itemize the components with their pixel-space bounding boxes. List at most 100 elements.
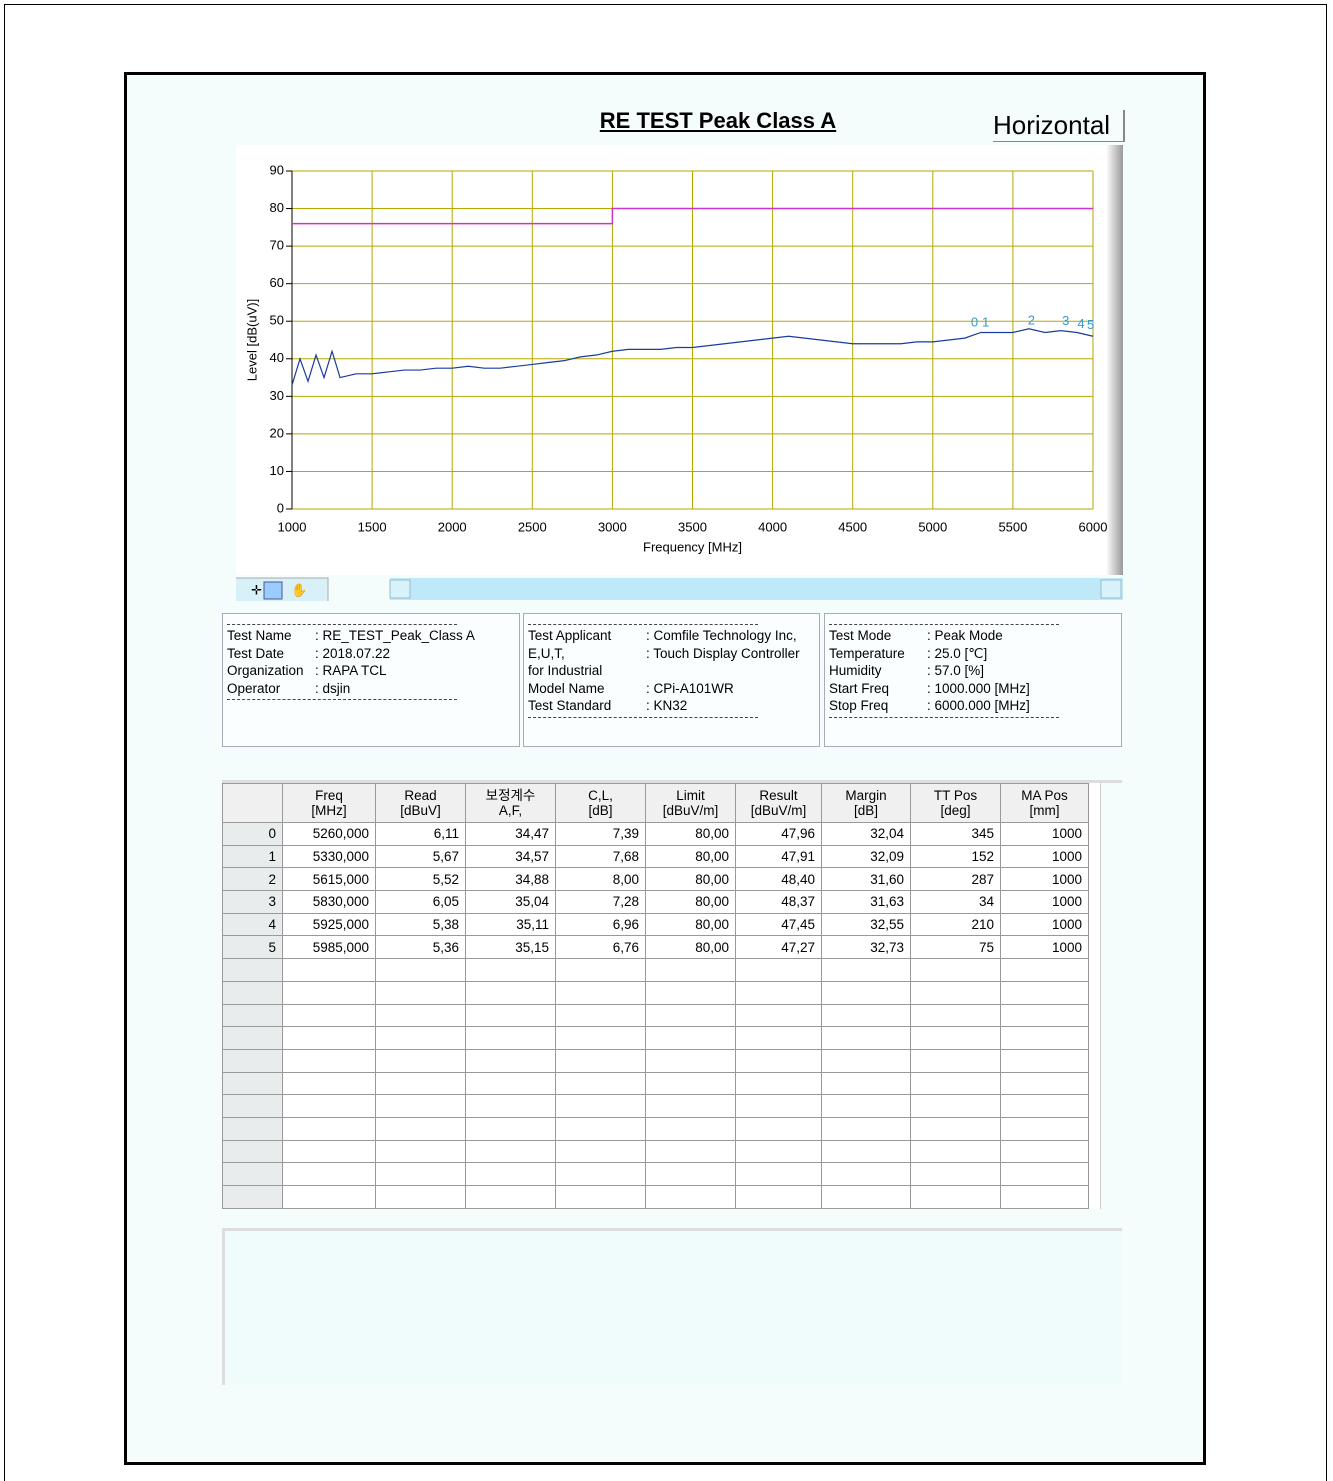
scroll-right[interactable]: [1100, 579, 1122, 599]
info-row: Humidity : 57.0 [%]: [829, 662, 1117, 680]
empty-cell: [282, 1162, 376, 1186]
empty-cell: [282, 1048, 376, 1073]
header-line: [dB]: [588, 803, 613, 818]
empty-cell: [465, 1162, 556, 1186]
cursor-tool[interactable]: ✛: [251, 582, 262, 597]
empty-cell: [282, 1026, 376, 1050]
cell: 152: [910, 844, 1001, 869]
empty-cell: [735, 980, 822, 1005]
empty-row: [222, 980, 1089, 1005]
empty-cell: [910, 1185, 1001, 1209]
empty-cell: [375, 1048, 466, 1073]
empty-cell: [910, 1003, 1001, 1028]
scroll-left[interactable]: [389, 579, 411, 599]
cell: 5,38: [375, 912, 466, 937]
pan-tool[interactable]: ✋: [291, 582, 307, 597]
column-header: 보정계수 A,F,: [465, 783, 556, 823]
empty-cell: [645, 958, 736, 982]
cell: 5,67: [375, 844, 466, 869]
empty-cell: [735, 1185, 822, 1209]
empty-cell: [222, 958, 283, 982]
info-row: Stop Freq: 6000.000 [MHz]: [829, 697, 1117, 715]
empty-cell: [735, 1026, 822, 1050]
trace: [292, 207, 1093, 225]
info-value: : RAPA TCL: [315, 663, 387, 678]
peak-marker: 2: [1028, 313, 1035, 328]
cell: 7,39: [555, 822, 646, 846]
y-tick-label: 30: [270, 388, 284, 403]
empty-cell: [375, 1094, 466, 1118]
empty-cell: [555, 1026, 646, 1050]
zoom-tool[interactable]: [263, 581, 283, 600]
table-row: 1 5330,000 5,67 34,57 7,68 80,00 47,91 32,09 152…: [222, 844, 1089, 869]
info-label: Test Applicant: [528, 628, 612, 643]
empty-cell: [555, 1048, 646, 1073]
cell: 32,55: [821, 912, 911, 937]
header-line: [MHz]: [311, 803, 347, 818]
header-line: [dBuV/m]: [662, 803, 719, 818]
cell: 1000: [1000, 890, 1089, 914]
empty-cell: [375, 958, 466, 982]
table-scrollbar[interactable]: [1100, 783, 1122, 1209]
empty-cell: [735, 1094, 822, 1118]
table-row: 0 5260,000 6,11 34,47 7,39 80,00 47,96 32,04 345…: [222, 822, 1089, 846]
row-index: 0: [222, 822, 283, 846]
empty-row: [222, 1048, 1089, 1073]
cell: 7,28: [555, 890, 646, 914]
empty-cell: [282, 958, 376, 982]
empty-cell: [645, 1026, 736, 1050]
info-row: Test Mode: Peak Mode: [829, 627, 1117, 645]
cell: 5830,000: [282, 890, 376, 914]
empty-cell: [910, 1094, 1001, 1118]
y-tick-label: 80: [270, 200, 284, 215]
info-label: Organization: [227, 663, 304, 678]
info-value: : 1000.000 [MHz]: [927, 680, 1030, 696]
x-axis-label: Frequency [MHz]: [643, 539, 742, 554]
info-value: : 57.0 [%]: [927, 663, 985, 678]
empty-cell: [375, 1003, 466, 1028]
cell: 5985,000: [282, 935, 376, 960]
empty-row: [222, 958, 1089, 982]
y-axis-label: Level [dB(uV)]: [244, 299, 259, 381]
column-header: Freq [MHz]: [282, 783, 376, 823]
scrollbar[interactable]: [390, 578, 1123, 600]
empty-cell: [375, 1139, 466, 1164]
empty-cell: [222, 1139, 283, 1164]
mode-info: Test Mode: Peak Mode Temperature: 25.0 [℃…: [824, 613, 1122, 747]
empty-cell: [465, 1094, 556, 1118]
empty-row: [222, 1071, 1089, 1096]
y-tick-label: 10: [270, 463, 284, 478]
empty-cell: [735, 1071, 822, 1096]
y-tick-label: 40: [270, 350, 284, 365]
empty-cell: [555, 980, 646, 1005]
empty-cell: [821, 1003, 911, 1028]
empty-cell: [222, 1185, 283, 1209]
cell: 34: [910, 890, 1001, 914]
empty-cell: [555, 1003, 646, 1028]
empty-cell: [465, 980, 556, 1005]
table-row: 2 5615,000 5,52 34,88 8,00 80,00 48,40 31,60 287…: [222, 867, 1089, 892]
cell: 6,96: [555, 912, 646, 937]
empty-row: [222, 1139, 1089, 1164]
info-value: : dsjin: [315, 680, 351, 696]
info-label: Humidity: [829, 663, 882, 678]
empty-cell: [821, 1048, 911, 1073]
cell: 1000: [1000, 822, 1089, 846]
cell: 80,00: [645, 822, 736, 846]
row-index: 3: [222, 890, 283, 914]
empty-cell: [222, 1116, 283, 1141]
cell: 31,63: [821, 890, 911, 914]
empty-cell: [465, 1003, 556, 1028]
info-value: : 2018.07.22: [315, 645, 391, 661]
empty-cell: [375, 1162, 466, 1186]
cell: 34,57: [465, 844, 556, 869]
cell: 48,40: [735, 867, 822, 892]
peak-marker: 1: [982, 315, 989, 330]
empty-cell: [821, 1139, 911, 1164]
info-label: Start Freq: [829, 680, 890, 696]
empty-cell: [222, 1026, 283, 1050]
column-header: TT Pos [deg]: [910, 783, 1001, 823]
cell: 1000: [1000, 867, 1089, 892]
empty-cell: [910, 1048, 1001, 1073]
info-label: Operator: [227, 680, 281, 696]
